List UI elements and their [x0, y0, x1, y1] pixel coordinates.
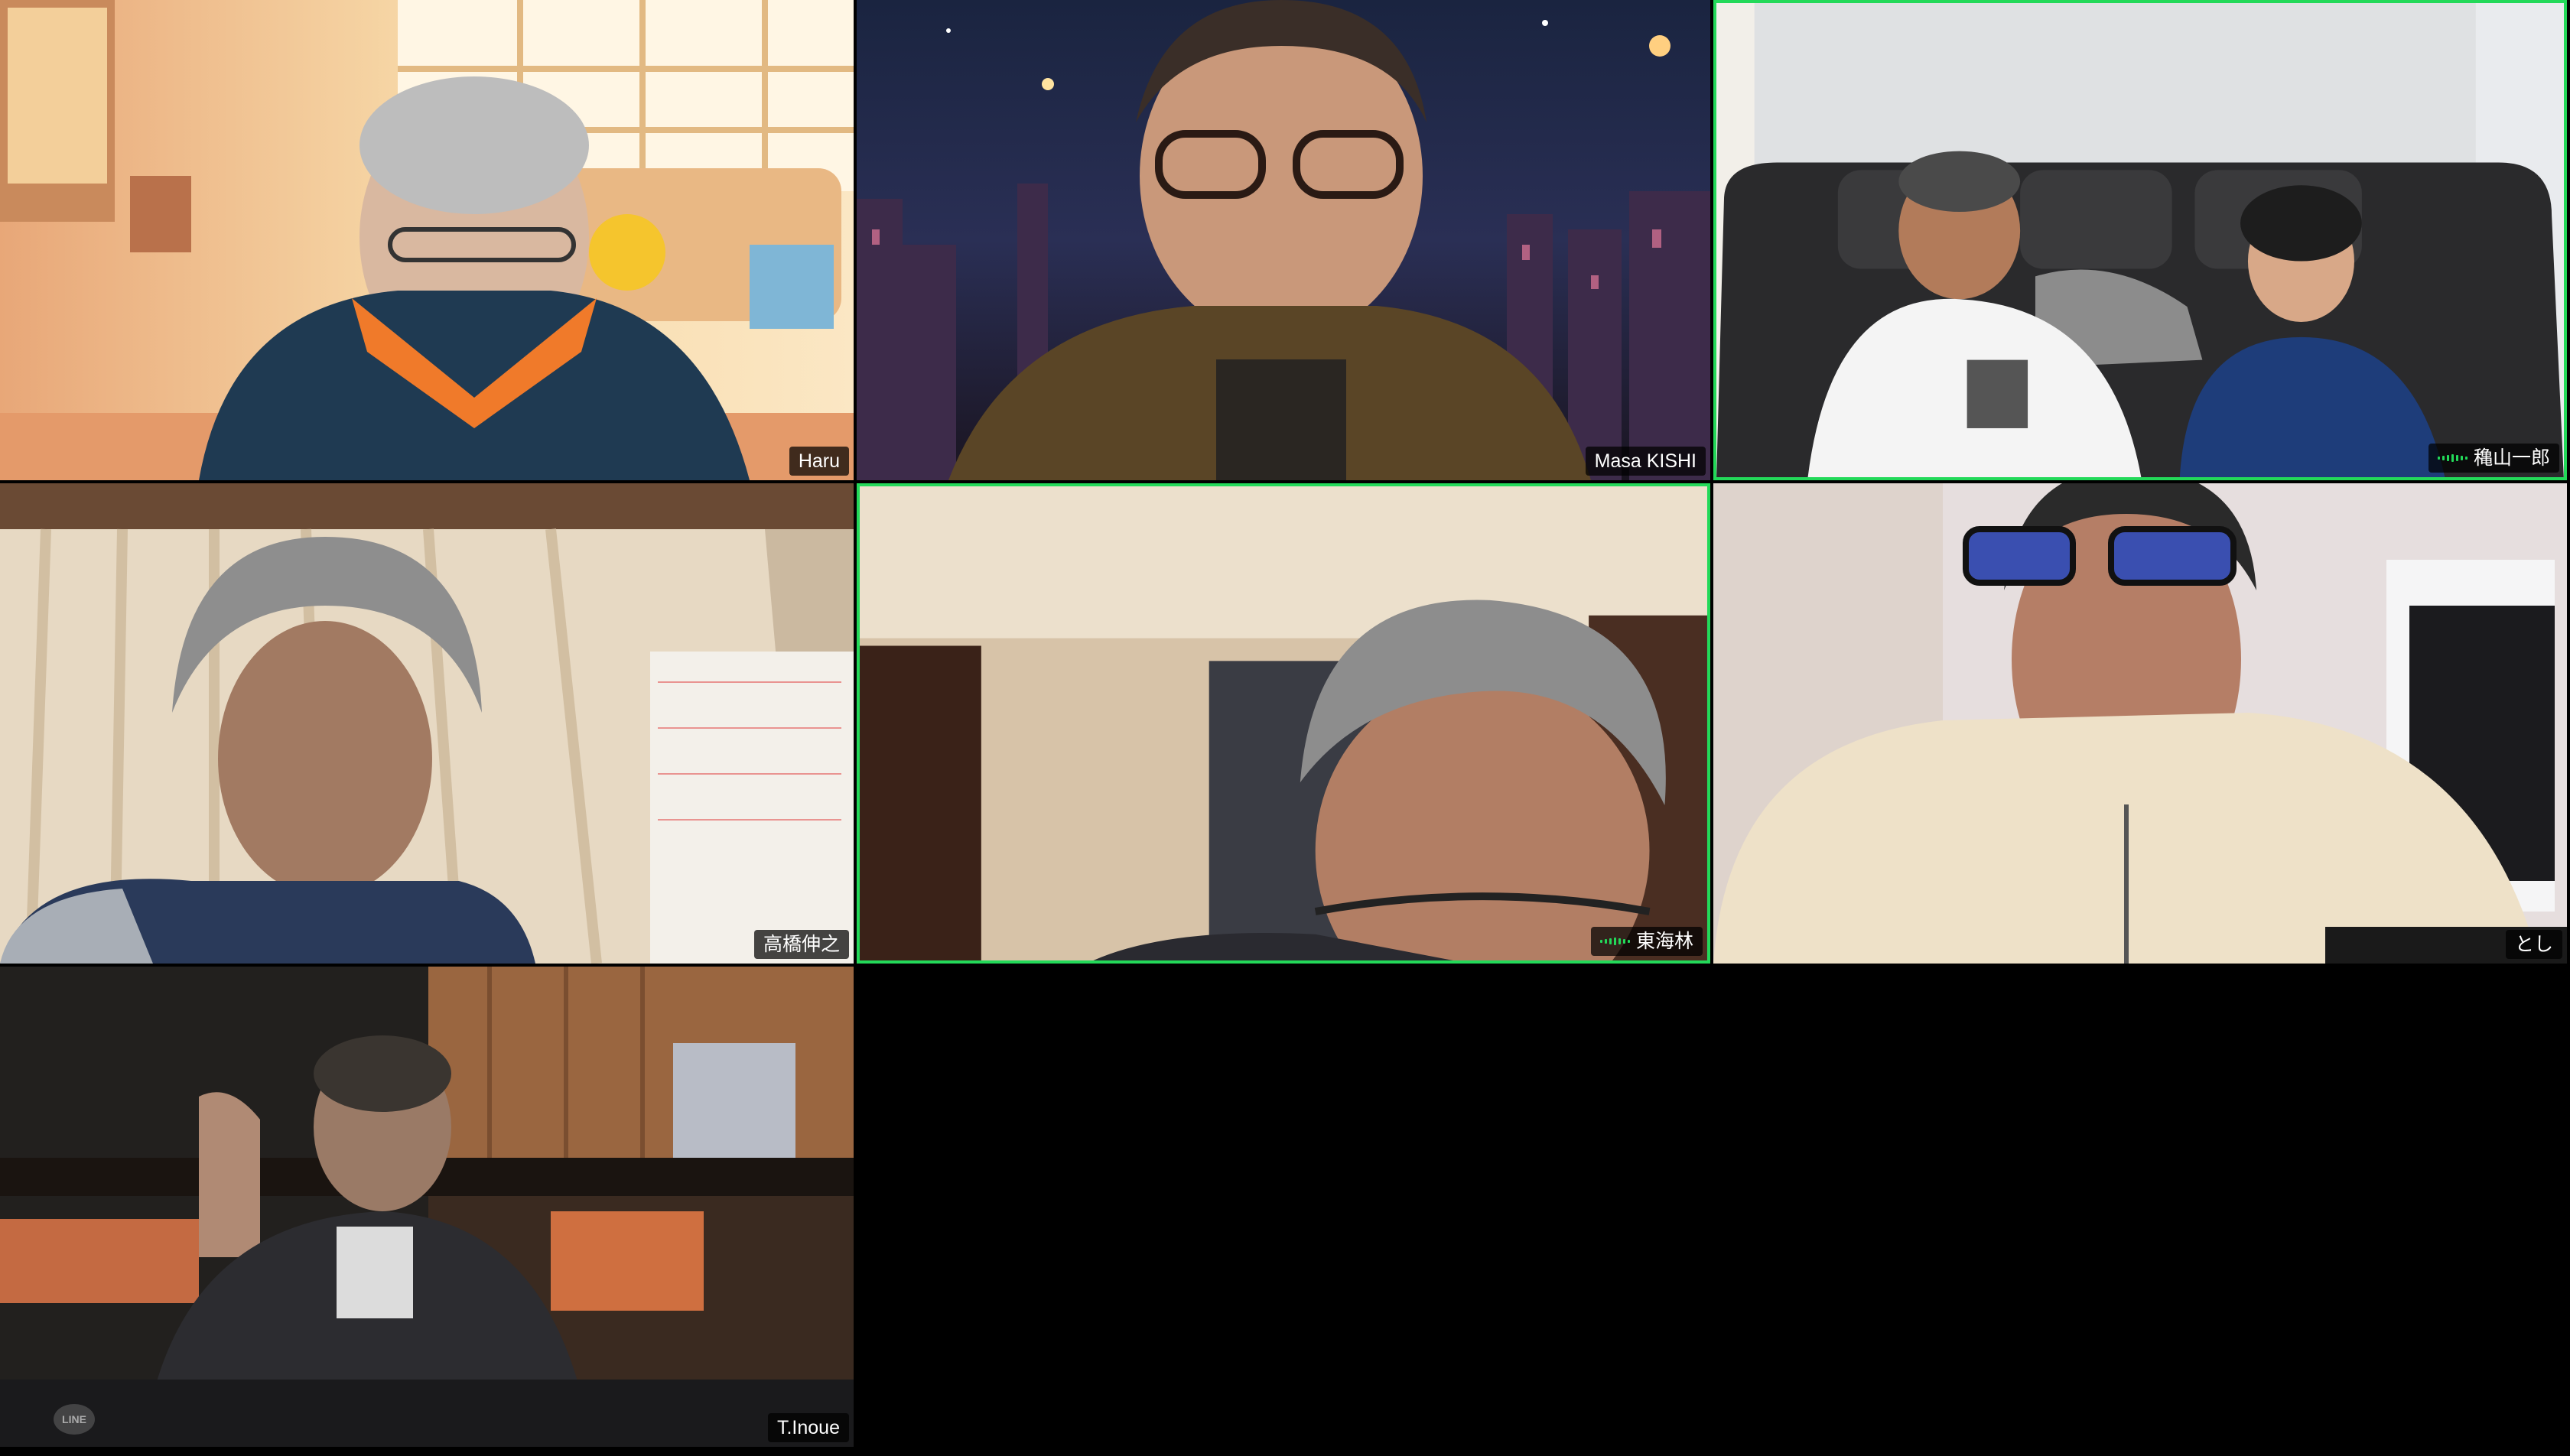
participant-tile-akiyama[interactable]: 穐山一郎 — [1713, 0, 2567, 480]
video-feed — [1716, 3, 2564, 477]
audio-level-icon — [1599, 934, 1630, 949]
participant-name: Masa KISHI — [1594, 450, 1697, 472]
video-feed — [1713, 483, 2567, 964]
participant-name-tag: 穐山一郎 — [2428, 444, 2559, 473]
participant-name-tag: T.Inoue — [767, 1413, 849, 1442]
video-feed — [860, 486, 1707, 960]
participant-name-tag: Masa KISHI — [1585, 447, 1706, 476]
participant-tile-t-inoue[interactable]: LINE T.Inoue — [0, 967, 854, 1447]
audio-level-icon — [2437, 450, 2468, 466]
participant-name: 穐山一郎 — [2473, 447, 2550, 469]
participant-name: Haru — [798, 450, 840, 472]
line-logo-icon: LINE — [54, 1404, 95, 1435]
video-feed — [857, 0, 1710, 480]
video-feed — [0, 967, 854, 1447]
participant-tile-toshi[interactable]: とし — [1713, 483, 2567, 964]
participant-name: 高橋伸之 — [763, 934, 840, 955]
participant-tile-masa-kishi[interactable]: Masa KISHI — [857, 0, 1710, 480]
participant-name-tag: とし — [2505, 930, 2562, 959]
participant-tile-shoji[interactable]: 東海林 — [857, 483, 1710, 964]
participant-name-tag: 高橋伸之 — [753, 930, 849, 959]
participant-name-tag: Haru — [789, 447, 849, 476]
video-feed — [0, 483, 854, 964]
video-feed — [0, 0, 854, 480]
participant-name: 東海林 — [1635, 931, 1693, 952]
participant-name: T.Inoue — [776, 1417, 840, 1438]
participant-tile-takahashi[interactable]: 高橋伸之 — [0, 483, 854, 964]
participant-tile-haru[interactable]: Haru — [0, 0, 854, 480]
participant-name: とし — [2514, 934, 2553, 955]
empty-gallery-area — [857, 967, 2570, 1456]
participant-name-tag: 東海林 — [1590, 927, 1703, 956]
